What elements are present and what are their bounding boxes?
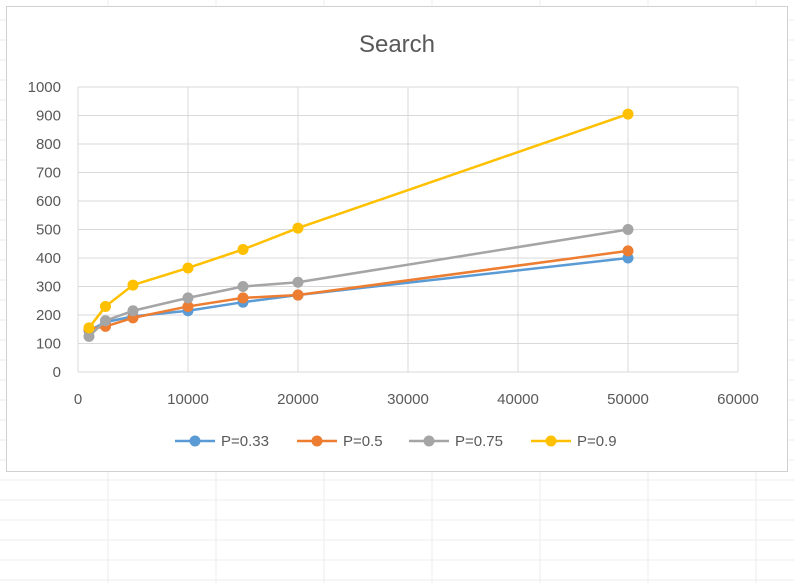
x-tick-label: 30000	[387, 391, 429, 408]
y-tick-label: 500	[36, 222, 61, 239]
data-point[interactable]	[237, 281, 249, 292]
series-P=0.75[interactable]	[83, 224, 634, 342]
data-point[interactable]	[292, 276, 304, 288]
chart-title: Search	[359, 31, 435, 58]
series-P=0.5[interactable]	[83, 245, 634, 335]
series-line[interactable]	[88, 256, 629, 332]
y-tick-label: 100	[36, 336, 61, 353]
x-tick-label: 40000	[497, 391, 539, 408]
gridlines	[77, 86, 739, 373]
legend-label: P=0.9	[577, 433, 617, 450]
legend-item[interactable]: P=0.75	[409, 433, 503, 450]
data-point[interactable]	[622, 108, 634, 120]
legend-label: P=0.33	[221, 433, 269, 450]
series-line[interactable]	[88, 228, 629, 338]
legend-item[interactable]: P=0.33	[175, 433, 269, 450]
legend-marker	[189, 435, 201, 447]
y-tick-label: 1000	[28, 79, 61, 96]
x-tick-label: 0	[74, 391, 82, 408]
y-tick-label: 800	[36, 136, 61, 153]
x-tick-label: 50000	[607, 391, 649, 408]
y-tick-label: 700	[36, 165, 61, 182]
y-tick-label: 600	[36, 193, 61, 210]
data-point[interactable]	[83, 322, 95, 334]
series-P=0.9[interactable]	[83, 108, 634, 334]
data-point[interactable]	[182, 262, 194, 274]
legend-marker	[423, 435, 435, 447]
y-tick-label: 300	[36, 279, 61, 296]
y-tick-label: 0	[53, 364, 61, 381]
data-point[interactable]	[83, 330, 95, 342]
x-tick-label: 10000	[167, 391, 209, 408]
line-chart: Search 010020030040050060070080090010000…	[28, 31, 759, 450]
data-point[interactable]	[182, 292, 194, 304]
data-point[interactable]	[292, 222, 304, 234]
series-line[interactable]	[88, 112, 629, 329]
legend-label: P=0.75	[455, 433, 503, 450]
y-tick-label: 900	[36, 108, 61, 125]
data-point[interactable]	[100, 315, 111, 327]
data-point[interactable]	[237, 243, 249, 255]
legend-label: P=0.5	[343, 433, 383, 450]
legend-item[interactable]: P=0.9	[531, 433, 617, 450]
legend[interactable]: P=0.33 P=0.5 P=0.75 P=0.9	[175, 433, 617, 450]
data-point[interactable]	[100, 300, 111, 312]
data-point[interactable]	[127, 279, 139, 291]
data-point[interactable]	[182, 300, 194, 312]
legend-item[interactable]: P=0.5	[297, 433, 383, 450]
legend-marker	[311, 435, 323, 447]
legend-marker	[545, 435, 557, 447]
series-layer	[83, 108, 634, 342]
data-point[interactable]	[292, 289, 304, 301]
chart-area[interactable]: Search 0 100 200 300 400 500 600 700 800 900 1000 0…	[6, 6, 788, 472]
data-point[interactable]	[622, 224, 634, 235]
data-point[interactable]	[127, 305, 139, 317]
data-point[interactable]	[622, 245, 634, 257]
series-P=0.33[interactable]	[83, 252, 634, 337]
y-tick-label: 200	[36, 307, 61, 324]
series-line[interactable]	[88, 249, 629, 331]
data-point[interactable]	[237, 292, 249, 304]
x-tick-label: 20000	[277, 391, 319, 408]
x-tick-label: 60000	[717, 391, 759, 408]
y-tick-label: 400	[36, 250, 61, 267]
